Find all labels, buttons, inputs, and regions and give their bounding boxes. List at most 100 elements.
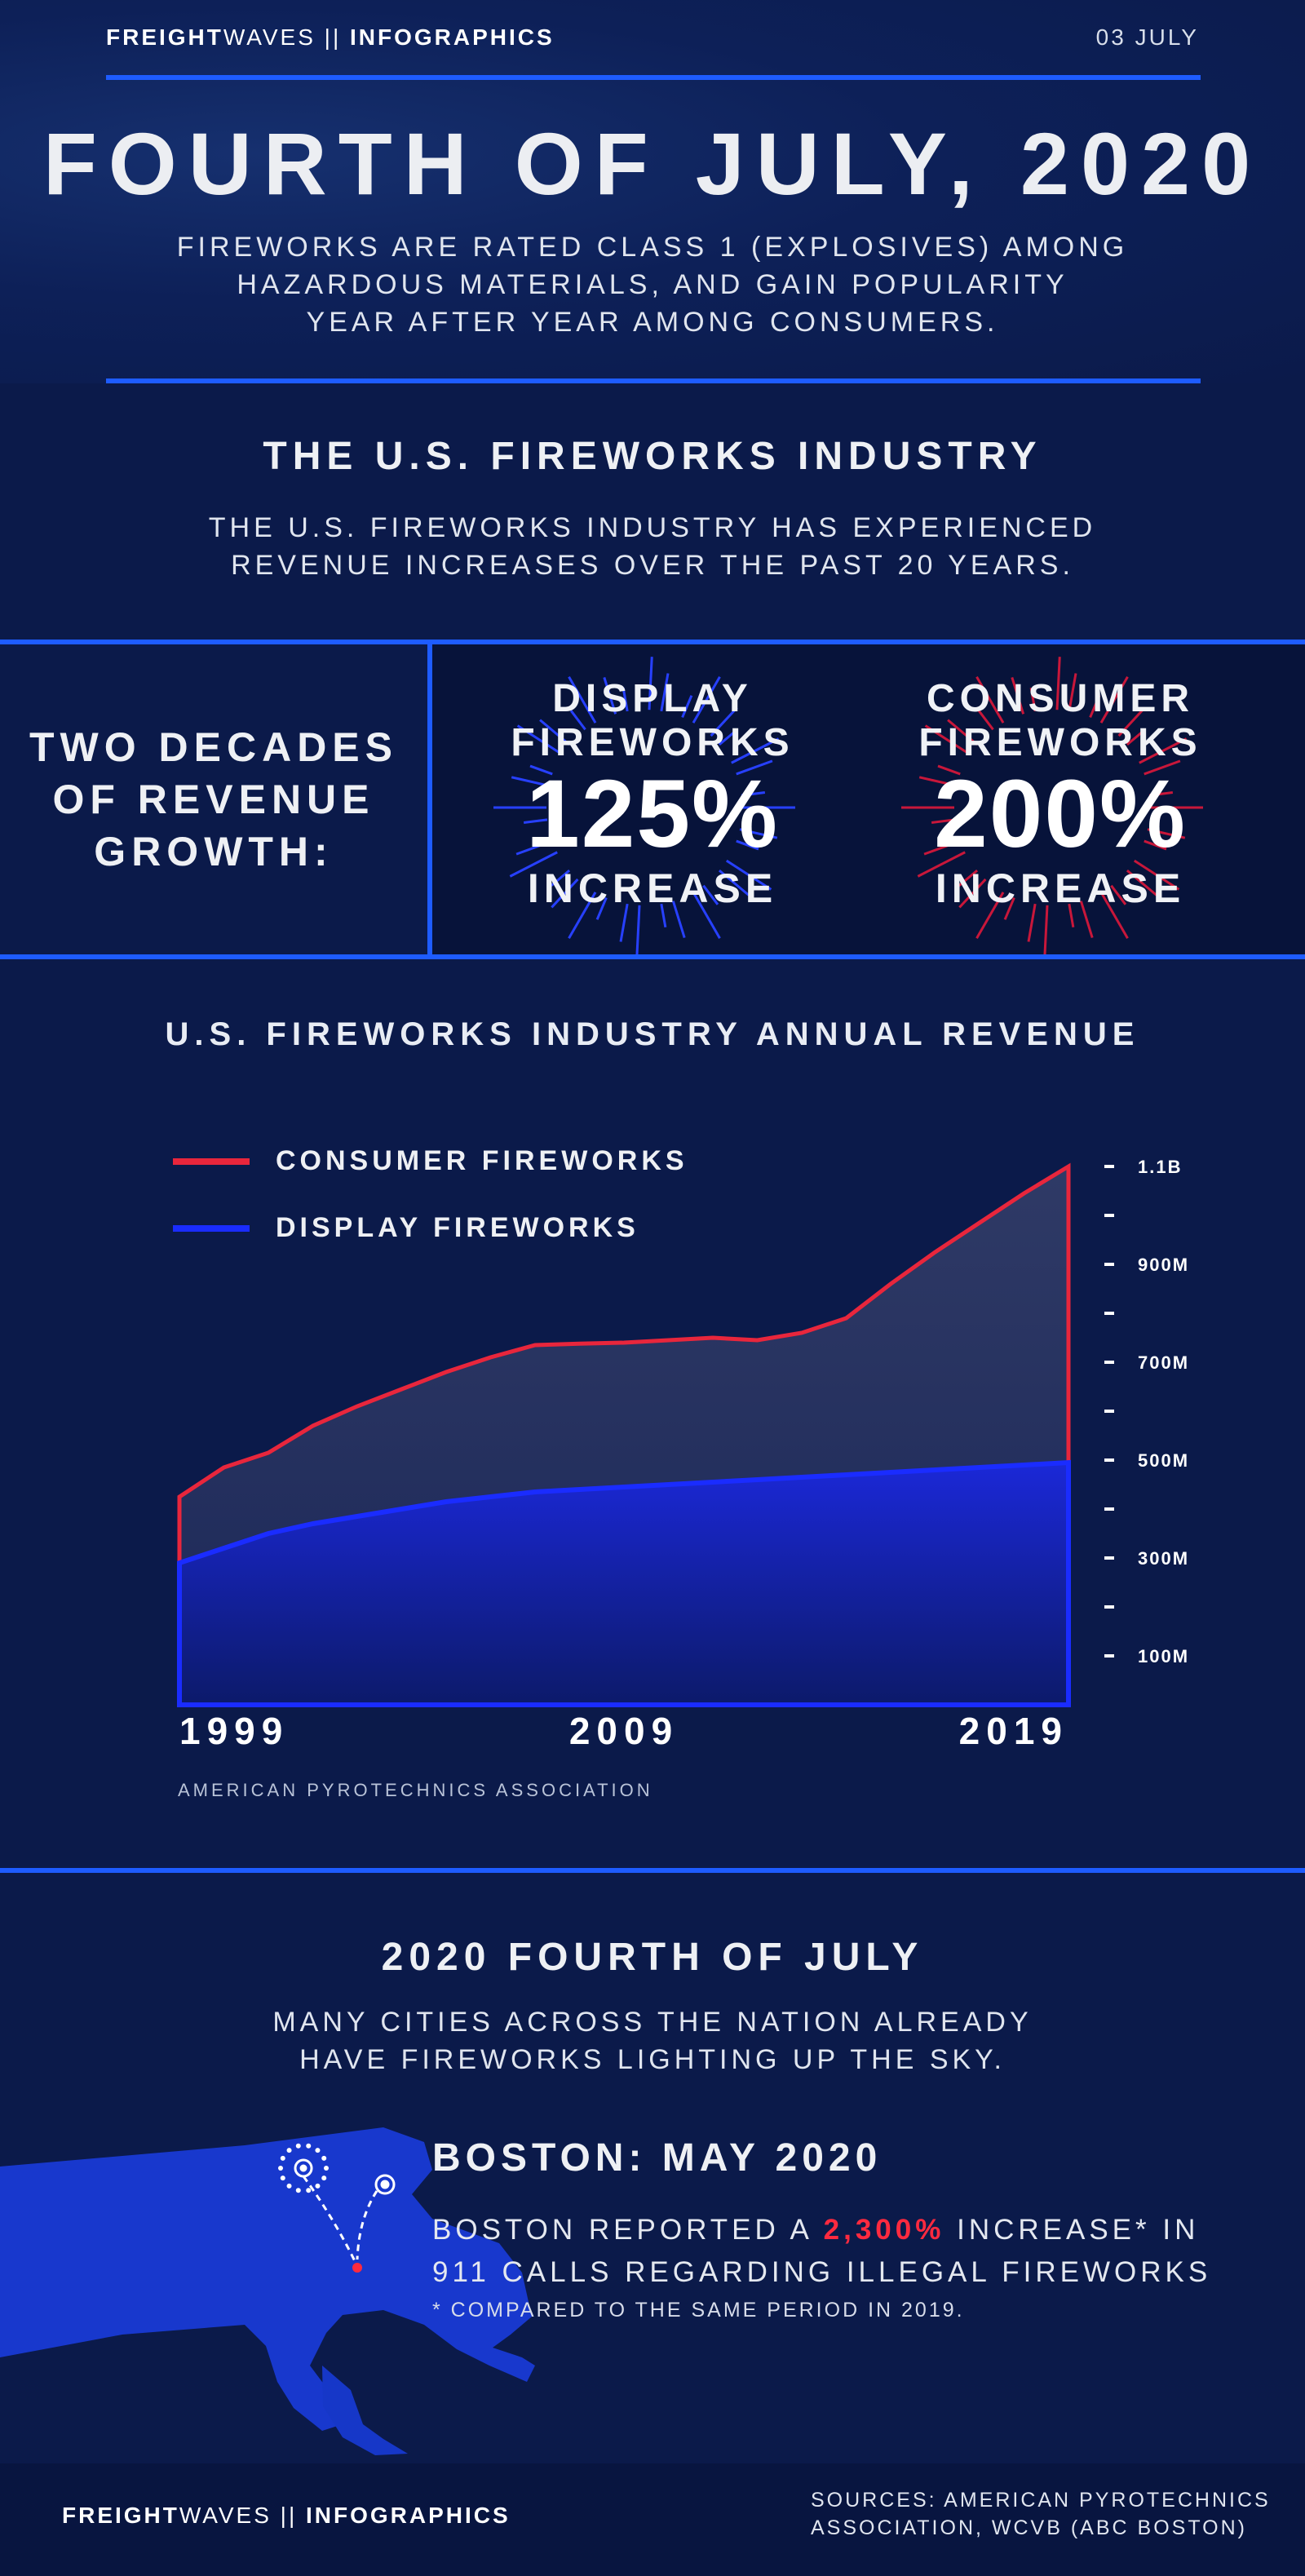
page-title: FOURTH OF JULY, 2020: [42, 114, 1263, 213]
firework-ray: [1068, 903, 1075, 927]
hero-subtitle-line: YEAR AFTER YEAR AMONG CONSUMERS.: [306, 307, 999, 338]
footer-sources: SOURCES: AMERICAN PYROTECHNICS ASSOCIATI…: [811, 2489, 1271, 2539]
growth-panel: TWO DECADES OF REVENUE GROWTH: DISPLAY F…: [0, 640, 1305, 959]
firework-ray: [1003, 896, 1015, 920]
divider-hero: [106, 378, 1201, 383]
firework-ray: [1079, 901, 1094, 939]
firework-ray: [731, 737, 780, 764]
firework-ray: [1068, 673, 1077, 712]
y-tick-label: 1.1B: [1138, 1157, 1182, 1177]
firework-ray: [1110, 884, 1127, 905]
firework-ray: [515, 839, 553, 856]
firework-ray: [1126, 869, 1157, 896]
firework-ray: [635, 905, 641, 954]
boston-title: BOSTON: MAY 2020: [432, 2136, 883, 2180]
blue-firework-icon: [493, 657, 795, 954]
y-tick-label: 300M: [1138, 1548, 1189, 1569]
firework-ray: [622, 688, 629, 712]
firework-ray: [1011, 676, 1025, 715]
firework-ray: [569, 710, 586, 731]
growth-heading: TWO DECADES OF REVENUE GROWTH:: [29, 724, 398, 874]
firework-spark: [306, 2143, 312, 2149]
firework-ray: [671, 901, 686, 939]
firework-ray: [923, 839, 961, 856]
firework-ray: [958, 869, 979, 887]
firework-spark: [278, 2166, 283, 2171]
firework-ray: [1043, 905, 1049, 954]
x-tick-label: 1999: [179, 1710, 289, 1752]
display-stat-label: DISPLAY FIREWORKS: [511, 677, 794, 764]
boston-text: BOSTON REPORTED A 2,300% INCREASE* IN 91…: [432, 2209, 1211, 2294]
firework-ray: [739, 828, 778, 839]
hero-background: [0, 0, 1305, 383]
firework-ray: [511, 776, 550, 787]
firework-ray: [1099, 676, 1129, 724]
firework-ray: [736, 839, 759, 851]
firework-ray: [947, 719, 979, 746]
divider-top: [106, 75, 1201, 80]
firework-ray: [937, 764, 961, 776]
display-stat-value: 125%: [526, 760, 779, 868]
firework-ray: [1029, 688, 1037, 712]
y-tick-label: 100M: [1138, 1646, 1189, 1666]
firework-ray: [523, 818, 548, 824]
boston-line-1: BOSTON REPORTED A 2,300% INCREASE* IN: [432, 2214, 1200, 2246]
firework-spark: [315, 2148, 321, 2153]
display-stat-suffix: INCREASE: [527, 865, 778, 911]
legend-display: DISPLAY FIREWORKS: [173, 1212, 639, 1244]
firework-spark: [295, 2188, 301, 2193]
header: FREIGHTWAVES || INFOGRAPHICS 03 JULY: [106, 21, 1199, 54]
firework-ray: [692, 892, 721, 939]
legend-consumer-swatch: [173, 1157, 250, 1165]
firework-ray: [702, 884, 719, 905]
x-tick-label: 2009: [569, 1710, 679, 1752]
consumer-stat-label: CONSUMER FIREWORKS: [918, 677, 1202, 764]
firework-spark: [306, 2188, 312, 2193]
firework-ray: [1089, 695, 1101, 719]
firework-ray: [692, 676, 721, 724]
firework-ray: [595, 896, 608, 920]
firework-ray: [718, 869, 750, 896]
revenue-chart: 1.1B 900M 700M 500M 300M 100M 1999 2009 2019: [177, 1157, 1189, 1752]
firework-ray: [710, 706, 738, 737]
firework-ray: [741, 791, 766, 797]
legend-consumer: CONSUMER FIREWORKS: [173, 1145, 688, 1177]
firework-ray: [917, 851, 966, 878]
july2020-text: MANY CITIES ACROSS THE NATION ALREADY HA…: [0, 2003, 1305, 2078]
firework-ray: [1027, 903, 1037, 942]
firework-spark: [321, 2175, 327, 2181]
legend-display-label: DISPLAY FIREWORKS: [276, 1212, 639, 1243]
firework-ray: [509, 851, 558, 878]
firework-ray: [1144, 839, 1167, 851]
firework-ray: [603, 676, 617, 715]
firework-ray: [660, 673, 670, 712]
firework-ray: [736, 759, 773, 776]
firework-spark: [321, 2155, 327, 2161]
firework-ray: [1126, 728, 1147, 746]
hero-subtitle: FIREWORKS ARE RATED CLASS 1 (EXPLOSIVES)…: [0, 228, 1305, 341]
industry-text-line: THE U.S. FIREWORKS INDUSTRY HAS EXPERIEN…: [208, 512, 1097, 543]
boston-highlight: 2,300%: [823, 2214, 945, 2246]
firework-ray: [918, 776, 958, 787]
firework-spark: [280, 2155, 285, 2161]
firework-ray: [550, 869, 571, 887]
firework-spark: [324, 2166, 329, 2171]
firework-ray: [539, 719, 571, 746]
boston-note: * COMPARED TO THE SAME PERIOD IN 2019.: [432, 2299, 965, 2321]
firework-ray: [1099, 892, 1129, 939]
july2020-title: 2020 FOURTH OF JULY: [381, 1936, 924, 1979]
firework-spark: [286, 2148, 292, 2153]
industry-text: THE U.S. FIREWORKS INDUSTRY HAS EXPERIEN…: [0, 509, 1305, 584]
hero-subtitle-line: HAZARDOUS MATERIALS, AND GAIN POPULARITY: [237, 269, 1068, 300]
footer: FREIGHTWAVES || INFOGRAPHICS SOURCES: AM…: [0, 2463, 1305, 2576]
consumer-stat-suffix: INCREASE: [935, 865, 1186, 911]
growth-heading-box: TWO DECADES OF REVENUE GROWTH:: [0, 644, 432, 954]
firework-ray: [975, 676, 1005, 724]
firework-spark: [315, 2183, 321, 2189]
boston-line-2: 911 CALLS REGARDING ILLEGAL FIREWORKS: [432, 2256, 1212, 2288]
red-firework-icon: [901, 657, 1203, 954]
consumer-stat: CONSUMER FIREWORKS 200% INCREASE: [848, 644, 1272, 954]
firework-ray: [977, 710, 994, 731]
y-tick-label: 900M: [1138, 1255, 1189, 1275]
firework-ray: [568, 892, 597, 939]
